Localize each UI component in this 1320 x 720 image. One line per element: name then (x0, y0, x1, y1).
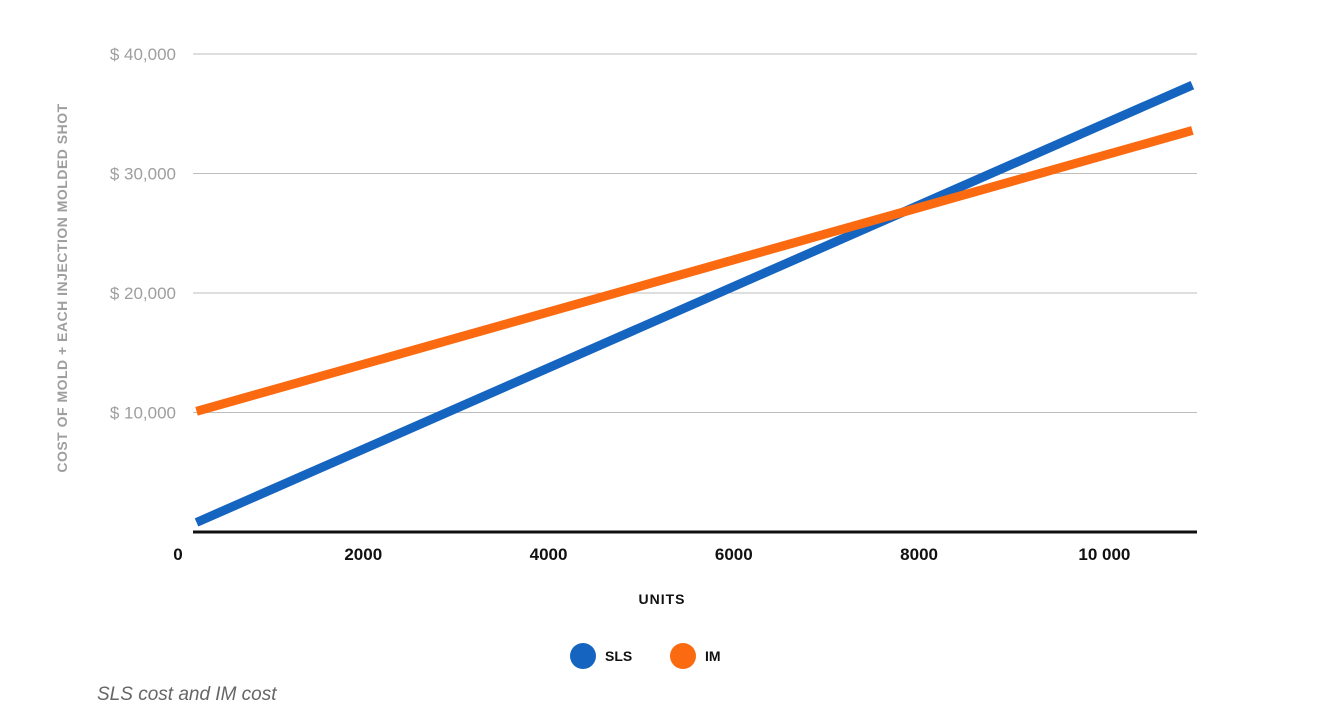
x-tick-label: 8000 (900, 545, 938, 564)
legend-label-im: IM (705, 648, 721, 664)
x-tick-label: 6000 (715, 545, 753, 564)
series-lines (194, 80, 1195, 527)
y-tick-label: $ 10,000 (110, 404, 176, 423)
x-tick-label: 0 (173, 545, 182, 564)
figure-caption: SLS cost and IM cost (97, 684, 277, 705)
x-tick-label: 4000 (530, 545, 568, 564)
legend-swatch-sls (570, 643, 596, 669)
gridlines (193, 53, 1197, 413)
series-line-im (195, 126, 1194, 416)
x-tick-label: 2000 (344, 545, 382, 564)
cost-line-chart: $ 10,000 $ 20,000 $ 30,000 $ 40,000 0 2000 40… (54, 45, 1197, 669)
y-tick-label: $ 40,000 (110, 45, 176, 64)
x-tick-label: 10 000 (1078, 545, 1130, 564)
y-tick-label: $ 30,000 (110, 165, 176, 184)
y-axis-title: COST OF MOLD + EACH INJECTION MOLDED SHO… (54, 103, 70, 472)
series-line-sls (194, 80, 1195, 527)
y-tick-label: $ 20,000 (110, 284, 176, 303)
legend-swatch-im (670, 643, 696, 669)
legend-label-sls: SLS (605, 648, 632, 664)
x-axis-title: UNITS (639, 591, 686, 607)
x-axis-ticks: 0 2000 4000 6000 8000 10 000 (173, 545, 1130, 564)
y-axis-ticks: $ 10,000 $ 20,000 $ 30,000 $ 40,000 (110, 45, 176, 423)
legend: SLS IM (570, 643, 721, 669)
